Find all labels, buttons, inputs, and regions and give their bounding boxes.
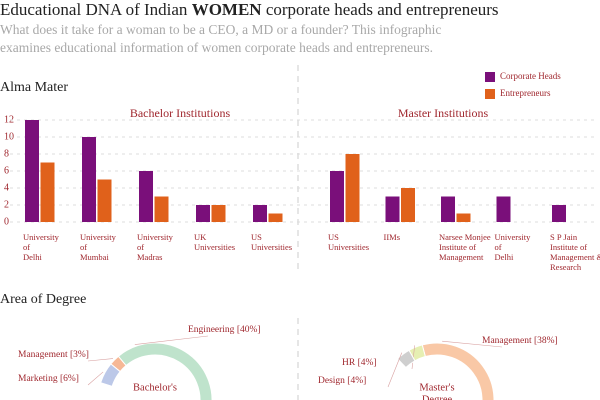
bar — [82, 137, 96, 222]
bar — [330, 171, 344, 222]
y-tick-label: 4 — [4, 182, 9, 193]
x-tick-label: UK — [194, 232, 207, 242]
donut-label-value: [40%] — [237, 325, 261, 335]
x-tick-label: Universities — [194, 242, 235, 252]
bar — [441, 196, 455, 222]
title-part: Educational DNA of Indian — [0, 0, 192, 19]
bar — [40, 162, 55, 222]
x-tick-label: Research — [550, 262, 582, 272]
donut-label-name: HR — [342, 358, 356, 368]
x-tick-label: University — [495, 232, 532, 242]
bar — [154, 196, 169, 222]
bar — [97, 179, 112, 222]
donut-label: HR [4%] — [342, 358, 377, 368]
x-tick-label: Institute of — [550, 242, 587, 252]
donut-label: Design [4%] — [318, 376, 366, 386]
x-tick-label: Management — [439, 252, 484, 262]
x-tick-label: US — [251, 232, 262, 242]
x-tick-label: US — [328, 232, 339, 242]
x-tick-label: Delhi — [495, 252, 515, 262]
bar — [496, 196, 511, 222]
title-part: corporate heads and entrepreneurs — [262, 0, 499, 19]
donut-label: Marketing [6%] — [18, 374, 79, 384]
leader-line — [87, 358, 114, 362]
x-tick-label: of — [495, 242, 502, 252]
donut-label: Management [3%] — [18, 350, 89, 360]
legend-label: Entrepreneurs — [500, 88, 551, 98]
x-tick-label: Narsee Monjee — [439, 232, 491, 242]
donut-label-name: Engineering — [188, 325, 235, 335]
donut-label-value: [4%] — [347, 376, 366, 386]
donut-label-value: [38%] — [534, 336, 558, 346]
x-tick-label: Madras — [137, 252, 163, 262]
section-title: Alma Mater — [0, 80, 68, 95]
donut-center-label: Master's — [419, 382, 454, 393]
title-part: WOMEN — [192, 0, 263, 19]
x-tick-label: of — [80, 242, 87, 252]
donut-label-name: Management — [18, 350, 68, 360]
title: Educational DNA of Indian WOMEN corporat… — [0, 0, 499, 19]
x-tick-label: Universities — [251, 242, 292, 252]
legend-swatch — [485, 72, 495, 82]
x-tick-label: Universities — [328, 242, 369, 252]
donut-label-name: Management — [482, 336, 532, 346]
leader-line — [442, 340, 503, 348]
bar — [196, 205, 210, 222]
bar — [211, 205, 226, 222]
bar — [25, 120, 39, 222]
x-tick-label: S P Jain — [550, 232, 578, 242]
donut-label-name: Design — [318, 376, 345, 386]
donut-label-value: [3%] — [70, 350, 89, 360]
x-tick-label: University — [80, 232, 117, 242]
y-tick-label: 8 — [4, 148, 9, 159]
legend-swatch — [485, 89, 495, 99]
chart-subtitle: Master Institutions — [398, 106, 489, 120]
donut-segment — [117, 342, 213, 400]
leader-line — [387, 352, 403, 388]
section-title: Area of Degree — [0, 292, 86, 307]
donut-label-value: [4%] — [358, 358, 377, 368]
leader-line — [134, 335, 209, 345]
donut-label: Engineering [40%] — [188, 325, 261, 335]
bar — [552, 205, 566, 222]
donut-center-label: Degree — [422, 394, 453, 400]
bar — [268, 213, 283, 222]
legend-label: Corporate Heads — [500, 71, 561, 81]
x-tick-label: Institute of — [439, 242, 476, 252]
y-tick-label: 0 — [4, 216, 9, 227]
x-tick-label: University — [137, 232, 174, 242]
x-tick-label: Mumbai — [80, 252, 109, 262]
x-tick-label: IIMs — [384, 232, 401, 242]
y-tick-label: 12 — [4, 114, 14, 125]
donut-segment — [396, 349, 416, 369]
subtitle: examines educational information of wome… — [0, 40, 433, 55]
donut-label: Management [38%] — [482, 336, 558, 346]
bar — [456, 213, 471, 222]
bar — [345, 154, 360, 222]
x-tick-label: University — [23, 232, 60, 242]
donut-center-label: Bachelor's — [133, 382, 177, 393]
donut-segment — [421, 342, 495, 400]
bar — [253, 205, 267, 222]
leader-line — [87, 371, 104, 386]
bar — [139, 171, 153, 222]
bar — [401, 188, 415, 222]
x-tick-label: Delhi — [23, 252, 43, 262]
donut-label-value: [6%] — [60, 374, 79, 384]
subtitle: What does it take for a woman to be a CE… — [0, 22, 441, 37]
y-tick-label: 10 — [4, 131, 14, 142]
chart-subtitle: Bachelor Institutions — [130, 106, 231, 120]
y-tick-label: 2 — [4, 199, 9, 210]
donut-segment — [110, 355, 127, 373]
donut-segment — [100, 363, 121, 388]
x-tick-label: of — [23, 242, 30, 252]
x-tick-label: Management & — [550, 252, 600, 262]
x-tick-label: of — [137, 242, 144, 252]
bar — [385, 196, 400, 222]
donut-label-name: Marketing — [18, 374, 58, 384]
y-tick-label: 6 — [4, 165, 9, 176]
